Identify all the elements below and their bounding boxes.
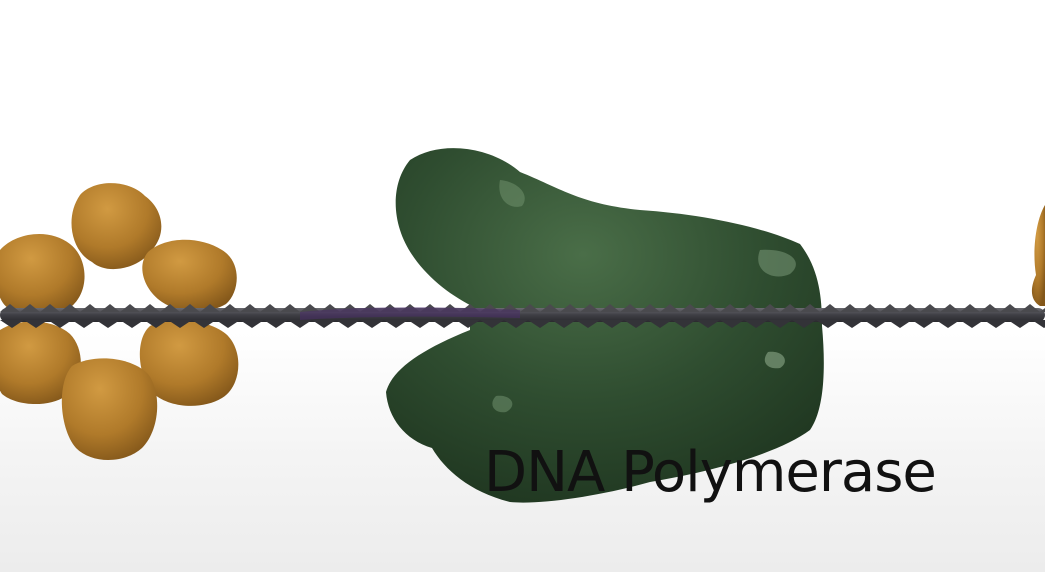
- dna-polymerase-body: [386, 148, 824, 503]
- polymerase-highlight: [764, 351, 785, 369]
- clamp-subunit: [71, 183, 162, 270]
- dna-helix-bumps-lower: [0, 320, 1045, 328]
- sliding-clamp-left: [0, 183, 239, 460]
- dna-strand: [0, 304, 1045, 328]
- clamp-subunit: [139, 319, 239, 406]
- clamp-subunit: [0, 321, 81, 405]
- clamp-subunit: [142, 239, 237, 312]
- dna-helix-bumps: [0, 304, 1045, 312]
- clamp-subunit: [61, 358, 158, 460]
- polymerase-highlight: [499, 180, 525, 207]
- new-dna-strand: [300, 307, 520, 320]
- polymerase-highlight: [492, 395, 513, 413]
- clamp-subunit: [0, 234, 85, 317]
- sliding-clamp-right-fragment: [1031, 205, 1045, 306]
- caption-dna-polymerase: DNA Polymerase: [484, 440, 937, 505]
- polymerase-highlight: [758, 249, 796, 277]
